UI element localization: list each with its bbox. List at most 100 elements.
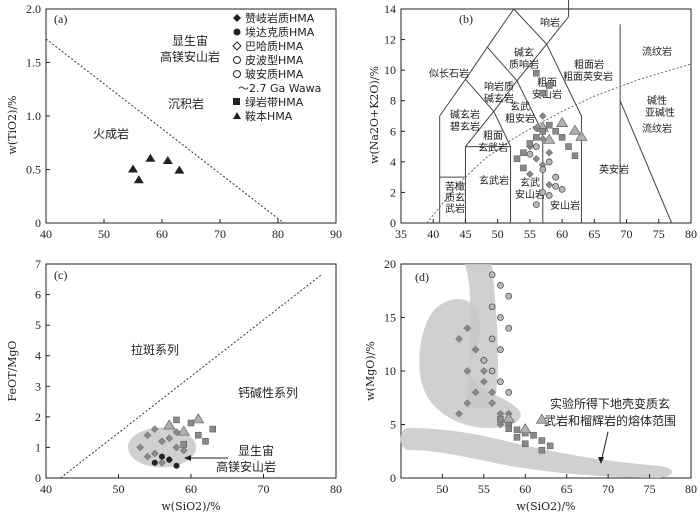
x-tick-label: 70 (621, 227, 633, 241)
melt-field-band (400, 428, 672, 478)
data-point (552, 182, 560, 190)
field-rhyolite-right: 流纹岩 (642, 122, 672, 135)
data-point (497, 282, 504, 289)
legend-label-greenstone: 绿岩带HMA (245, 95, 304, 109)
data-point (166, 456, 173, 463)
x-axis-label-c: w(SiO2)/% (161, 500, 220, 513)
y-tick-label: 2.0 (26, 2, 41, 16)
tas-boundary (513, 8, 548, 45)
data-point (480, 356, 488, 364)
data-point (532, 124, 541, 133)
x-tick-label: 70 (214, 227, 226, 241)
data-point (174, 165, 185, 174)
data-point (150, 449, 159, 458)
data-point (162, 155, 173, 164)
y-tick-label: 1.5 (26, 56, 41, 70)
y-tick-label: 1 (35, 440, 41, 454)
data-point (555, 116, 569, 127)
tas-boundary (486, 46, 518, 82)
data-point (545, 180, 554, 189)
data-point (173, 462, 180, 469)
data-point (565, 143, 572, 150)
data-point (455, 335, 463, 343)
field-phonolite: 响岩 (540, 16, 560, 29)
y-axis-label-d: w(MgO)/% (364, 341, 377, 400)
data-point (173, 416, 180, 424)
data-point (545, 82, 553, 89)
y-tick-label: 0.5 (26, 163, 41, 177)
field-trachyandesite-2: 安山岩 (532, 88, 562, 101)
data-point (513, 426, 521, 434)
legend: 赞岐岩质HMA 埃达克质HMA 巴哈质HMA 皮波型HMA 玻安质HMA ～2.… (232, 11, 321, 123)
x-tick-label: 70 (602, 482, 614, 496)
y-axis-label-c: FeOT/MgO (6, 341, 19, 402)
x-tick-label: 50 (113, 482, 125, 496)
x-tick-label: 50 (98, 227, 110, 241)
field-foidite: 似长石岩 (429, 67, 469, 80)
data-marks-a (128, 153, 185, 184)
field-alkaline: 碱性 (647, 94, 667, 107)
field-basaltic-andesite-2: 安山岩 (515, 188, 545, 201)
x-axis-label-d: w(SiO2)/% (516, 500, 575, 513)
data-point (571, 152, 579, 159)
melt-field-label-line1: 实验所得下地壳变质玄 (550, 396, 670, 411)
data-point (552, 128, 559, 135)
y-tick-label: 20 (384, 257, 396, 271)
tas-boundary (486, 8, 515, 48)
field-basaltic-andesite: 玄武 (520, 176, 540, 189)
y-tick-label: 2 (35, 410, 41, 424)
field-trachybasalt: 粗面 (483, 130, 503, 142)
data-point (145, 153, 156, 162)
data-point (502, 412, 515, 423)
field-trachybasalt-2: 玄武岩 (478, 141, 508, 154)
data-point (497, 415, 504, 423)
data-point (575, 130, 588, 141)
data-point (480, 367, 488, 375)
x-tick-label: 40 (427, 227, 439, 241)
y-tick-label: 14 (384, 2, 396, 16)
data-point (143, 452, 152, 461)
data-point (520, 164, 527, 172)
y-tick-label: 6 (390, 124, 396, 138)
y-tick-label: 5 (390, 418, 396, 432)
hma-label-c: 高镁安山岩 (216, 459, 276, 474)
tas-boundary (493, 111, 512, 147)
x-tick-label: 50 (436, 482, 448, 496)
field-basaltic-trachyandesite: 玄武 (510, 100, 530, 113)
panel-d: (d) w(MgO)/% w(SiO2)/% 实验所得下地壳变质玄 武岩和榴辉岩… (364, 257, 697, 513)
field-picrobasalt-2: 质玄 (445, 191, 465, 204)
data-point (539, 89, 547, 97)
hma-field-lower-blob (419, 298, 521, 428)
data-point (471, 388, 480, 397)
data-point (143, 431, 152, 440)
panel-b: (b) w(Na2O+K2O)/% 响岩 碱玄 质响岩 似长石岩 响岩质 碱玄岩… (368, 0, 697, 241)
x-tick-label: 35 (395, 227, 407, 241)
data-point (172, 443, 181, 452)
data-point (150, 425, 159, 433)
y-tick-label: 0 (390, 216, 396, 230)
y-tick-label: 4 (390, 155, 396, 169)
data-point (539, 189, 547, 196)
tas-boundary (465, 78, 495, 112)
data-point (192, 413, 205, 424)
x-tick-label: 60 (185, 482, 197, 496)
tas-field-boundaries (439, 0, 673, 224)
data-point (195, 431, 202, 439)
field-basanite: 碧玄岩 (450, 120, 480, 133)
data-point (133, 175, 144, 184)
x-tick-label: 75 (644, 482, 656, 496)
data-point (488, 303, 496, 311)
tas-boundary (465, 46, 488, 80)
data-point (552, 173, 560, 181)
data-point (488, 399, 496, 407)
y-tick-label: 7 (35, 257, 41, 271)
x-tick-label: 65 (588, 227, 600, 241)
field-basaltic-trachyandesite-2: 粗安岩 (505, 112, 535, 125)
data-point (209, 425, 216, 433)
tas-boundary (465, 111, 495, 147)
data-point (177, 425, 190, 436)
data-point (539, 128, 547, 135)
y-tick-label: 0 (35, 471, 41, 485)
field-andesite: 安山岩 (550, 199, 580, 212)
